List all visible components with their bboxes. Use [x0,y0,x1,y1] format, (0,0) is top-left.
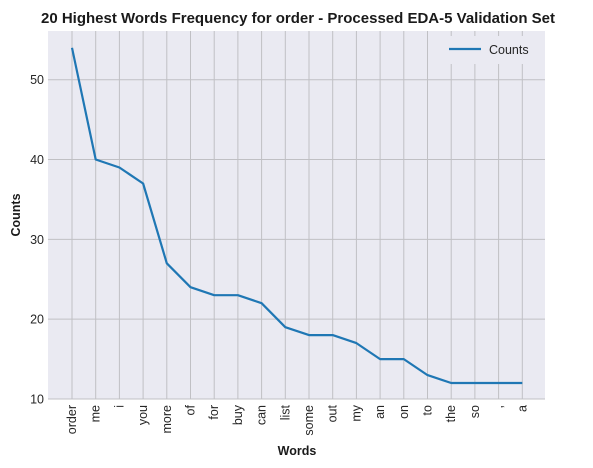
x-tick-label: more [160,405,174,434]
series-line-counts [70,47,523,385]
x-tick-label: you [136,405,150,425]
grid [48,31,545,400]
y-tick-label: 40 [30,153,44,167]
y-tick-label: 20 [30,313,44,327]
plot-area [48,31,545,399]
x-tick-label: a [515,405,529,412]
x-tick-label: out [326,404,340,422]
x-tick-label: of [184,404,198,415]
x-tick-label: order [65,405,79,434]
x-tick-label: , [492,405,506,408]
x-axis-ticks: order me i you more of for buy can list some out my a… [65,404,529,435]
legend: Counts [440,36,540,64]
x-tick-label: to [421,405,435,415]
x-tick-label: an [373,405,387,419]
x-tick-label: me [89,405,103,422]
y-tick-label: 50 [30,73,44,87]
x-tick-label: some [302,405,316,436]
y-axis-ticks: 10 20 30 40 50 [30,73,44,406]
x-tick-label: list [278,404,292,420]
chart-title: 20 Highest Words Frequency for order - P… [41,10,555,27]
x-tick-label: on [397,405,411,419]
y-tick-label: 30 [30,233,44,247]
x-tick-label: can [255,405,269,425]
x-tick-label: for [207,405,221,420]
y-axis-label: Counts [9,193,23,236]
x-tick-label: my [349,404,363,421]
x-tick-label: i [112,405,126,408]
x-axis-label: Words [278,444,317,458]
x-tick-label: buy [231,404,245,425]
legend-label-counts: Counts [489,43,529,57]
x-tick-label: the [444,405,458,422]
x-tick-label: so [468,405,482,418]
y-tick-label: 10 [30,393,44,407]
